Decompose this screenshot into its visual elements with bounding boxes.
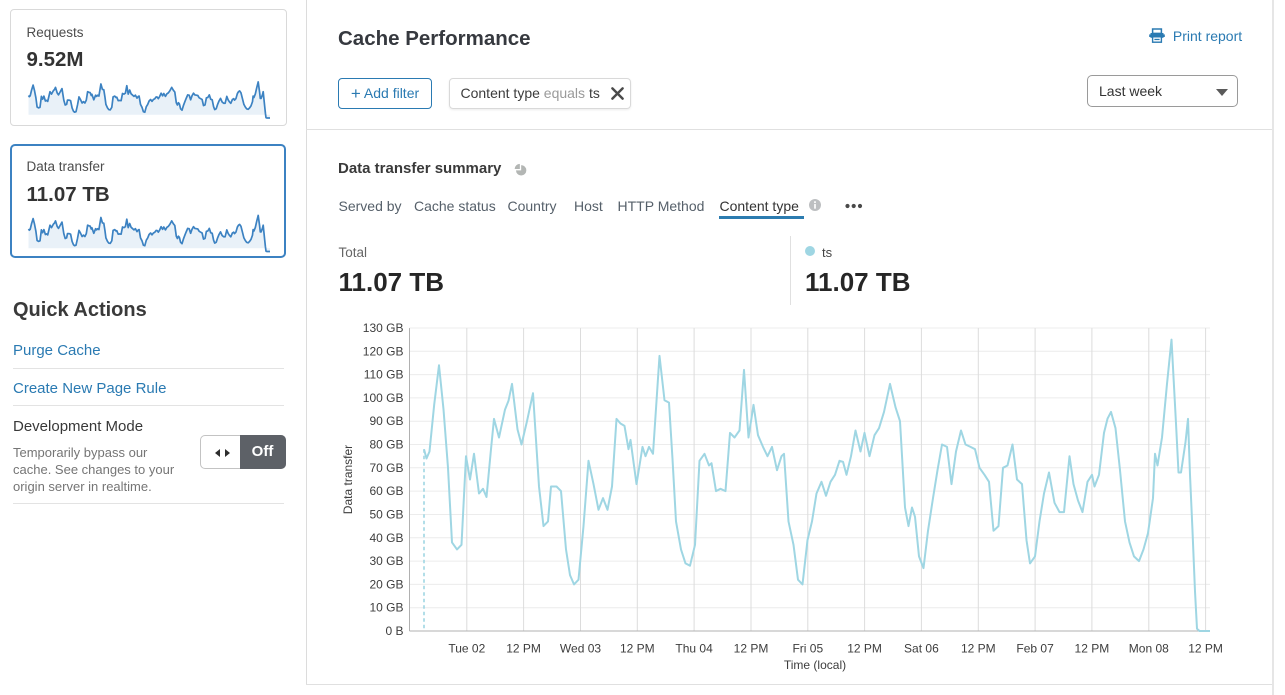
svg-text:120 GB: 120 GB (363, 344, 404, 358)
svg-text:70 GB: 70 GB (369, 461, 403, 475)
svg-text:12 PM: 12 PM (734, 642, 769, 656)
svg-text:80 GB: 80 GB (369, 438, 403, 452)
svg-text:100 GB: 100 GB (363, 391, 404, 405)
svg-text:12 PM: 12 PM (506, 642, 541, 656)
svg-text:12 PM: 12 PM (1188, 642, 1223, 656)
svg-text:Thu 04: Thu 04 (675, 642, 713, 656)
svg-text:Wed 03: Wed 03 (560, 642, 601, 656)
svg-text:12 PM: 12 PM (847, 642, 882, 656)
svg-text:90 GB: 90 GB (369, 414, 403, 428)
svg-text:30 GB: 30 GB (369, 554, 403, 568)
svg-text:12 PM: 12 PM (620, 642, 655, 656)
svg-text:0 B: 0 B (385, 624, 403, 638)
svg-text:12 PM: 12 PM (961, 642, 996, 656)
svg-text:Tue 02: Tue 02 (448, 642, 485, 656)
svg-text:130 GB: 130 GB (363, 321, 404, 335)
svg-text:50 GB: 50 GB (369, 508, 403, 522)
svg-text:Time (local): Time (local) (784, 658, 846, 672)
svg-text:40 GB: 40 GB (369, 531, 403, 545)
svg-text:Fri 05: Fri 05 (792, 642, 823, 656)
svg-text:Feb 07: Feb 07 (1016, 642, 1054, 656)
svg-text:10 GB: 10 GB (369, 601, 403, 615)
svg-text:110 GB: 110 GB (364, 368, 404, 382)
svg-text:Sat 06: Sat 06 (904, 642, 939, 656)
svg-text:12 PM: 12 PM (1075, 642, 1110, 656)
svg-text:20 GB: 20 GB (369, 577, 403, 591)
svg-text:60 GB: 60 GB (369, 484, 403, 498)
svg-text:Data transfer: Data transfer (341, 445, 355, 514)
svg-text:Mon 08: Mon 08 (1129, 642, 1169, 656)
